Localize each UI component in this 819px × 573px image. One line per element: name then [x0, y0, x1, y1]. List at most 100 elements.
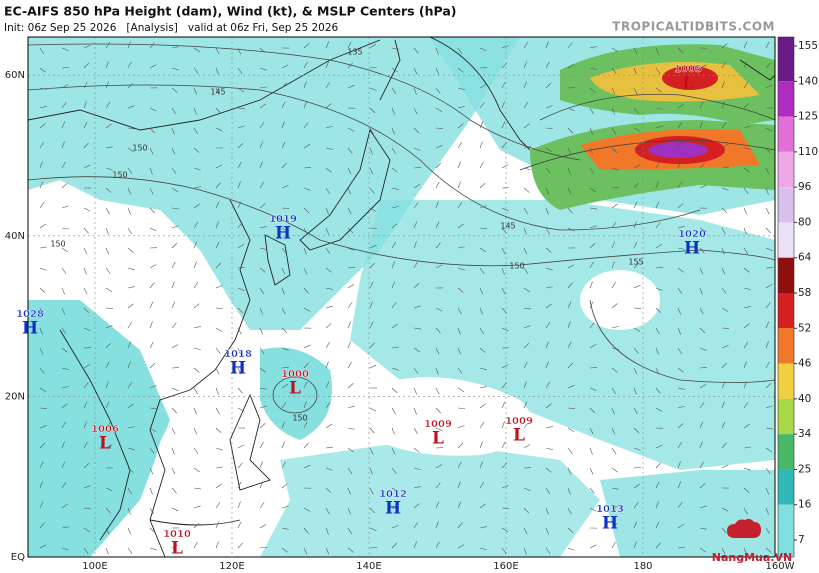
wind-barb	[369, 87, 377, 91]
wind-barb	[193, 427, 198, 435]
wind-barb	[501, 421, 505, 429]
wind-barb	[149, 447, 155, 454]
wind-barb	[413, 147, 421, 151]
wind-barb	[171, 207, 179, 210]
wind-barb	[105, 81, 110, 89]
wind-barb	[611, 407, 615, 415]
wind-barb	[193, 407, 197, 415]
wind-barb	[149, 407, 157, 410]
wind-barb	[303, 61, 308, 69]
wind-barb	[127, 547, 133, 554]
wind-barb	[149, 207, 155, 214]
wind-barb	[391, 427, 395, 435]
wind-barb	[193, 523, 200, 529]
wind-barb	[171, 242, 178, 249]
wind-barb	[215, 327, 223, 332]
wind-barb	[193, 303, 200, 309]
wind-barb	[721, 187, 729, 191]
wind-barb	[633, 127, 641, 132]
wind-barb	[677, 161, 681, 169]
colorbar-band	[778, 434, 794, 470]
wind-barb	[545, 167, 551, 174]
wind-barb	[237, 542, 244, 549]
wind-barb	[677, 67, 685, 71]
contour-label: 150	[132, 144, 147, 153]
wind-barb	[567, 447, 573, 454]
wind-barb	[655, 47, 659, 55]
wind-barb	[215, 541, 219, 549]
wind-barb	[435, 201, 439, 209]
wind-barb	[39, 141, 44, 149]
center-pressure: 1000	[281, 369, 309, 380]
wind-barb	[611, 467, 618, 473]
wind-barb	[347, 507, 351, 515]
wind-barb	[545, 105, 553, 109]
wind-barb	[171, 87, 178, 93]
wind-barb	[83, 307, 90, 314]
wind-barb	[193, 387, 198, 395]
wind-barb	[765, 487, 770, 495]
wind-barb	[347, 247, 355, 251]
wind-barb	[237, 181, 241, 189]
wind-barb	[721, 143, 728, 149]
wind-barb	[501, 267, 505, 275]
wind-barb	[435, 264, 443, 269]
wind-barb	[413, 241, 417, 249]
wind-barb	[655, 387, 661, 394]
lon-label: 100E	[82, 561, 107, 572]
wind-barb	[435, 327, 441, 334]
wind-barb	[237, 327, 242, 335]
wind-barb	[61, 307, 65, 315]
wind-barb	[457, 425, 465, 429]
wind-barb	[413, 127, 420, 134]
wind-barb	[215, 466, 223, 469]
wind-barb	[545, 61, 550, 69]
wind-barb	[325, 507, 330, 515]
wind-barb	[479, 205, 487, 209]
wind-barb	[193, 87, 198, 95]
wind-barb	[501, 121, 506, 129]
wind-barb	[39, 123, 46, 129]
wind-barb	[39, 387, 47, 392]
wind-barb	[281, 547, 288, 553]
wind-barb	[193, 127, 198, 135]
wind-barb	[83, 382, 89, 389]
wind-barb	[237, 481, 242, 489]
lon-label: 120E	[219, 561, 244, 572]
wind-barb	[281, 227, 289, 232]
wind-barb	[61, 205, 69, 209]
wind-barb	[479, 267, 485, 274]
wind-barb	[677, 141, 682, 149]
wind-barb	[765, 41, 770, 49]
lon-label: 140E	[356, 561, 381, 572]
wind-barb	[501, 227, 507, 234]
wind-barb	[501, 547, 507, 554]
wind-barb	[435, 501, 440, 509]
wind-barb	[567, 167, 571, 175]
wind-barb	[259, 327, 264, 335]
wind-barb	[215, 67, 219, 75]
wind-barb	[677, 122, 683, 129]
wind-barb	[303, 144, 311, 149]
wind-barb	[765, 405, 773, 409]
wind-barb	[39, 327, 43, 335]
wind-barb	[237, 407, 245, 412]
wind-barb	[83, 441, 88, 449]
wind-barb	[127, 447, 135, 451]
wind-barb	[127, 487, 132, 495]
wind-barb	[457, 442, 464, 449]
wind-barb	[677, 225, 685, 229]
center-pressure: 1006	[91, 424, 119, 435]
wind-barb	[303, 442, 309, 449]
wind-barb	[765, 207, 770, 215]
wind-barb	[765, 267, 774, 269]
wind-barb	[61, 227, 69, 230]
wind-barb	[655, 521, 660, 529]
wind-barb	[655, 87, 662, 93]
wind-barb	[435, 107, 443, 112]
wind-barb	[743, 287, 751, 290]
wind-barb	[523, 187, 530, 193]
wind-barb	[237, 67, 243, 74]
colorbar-band	[778, 116, 794, 152]
wind-barb	[193, 241, 197, 249]
